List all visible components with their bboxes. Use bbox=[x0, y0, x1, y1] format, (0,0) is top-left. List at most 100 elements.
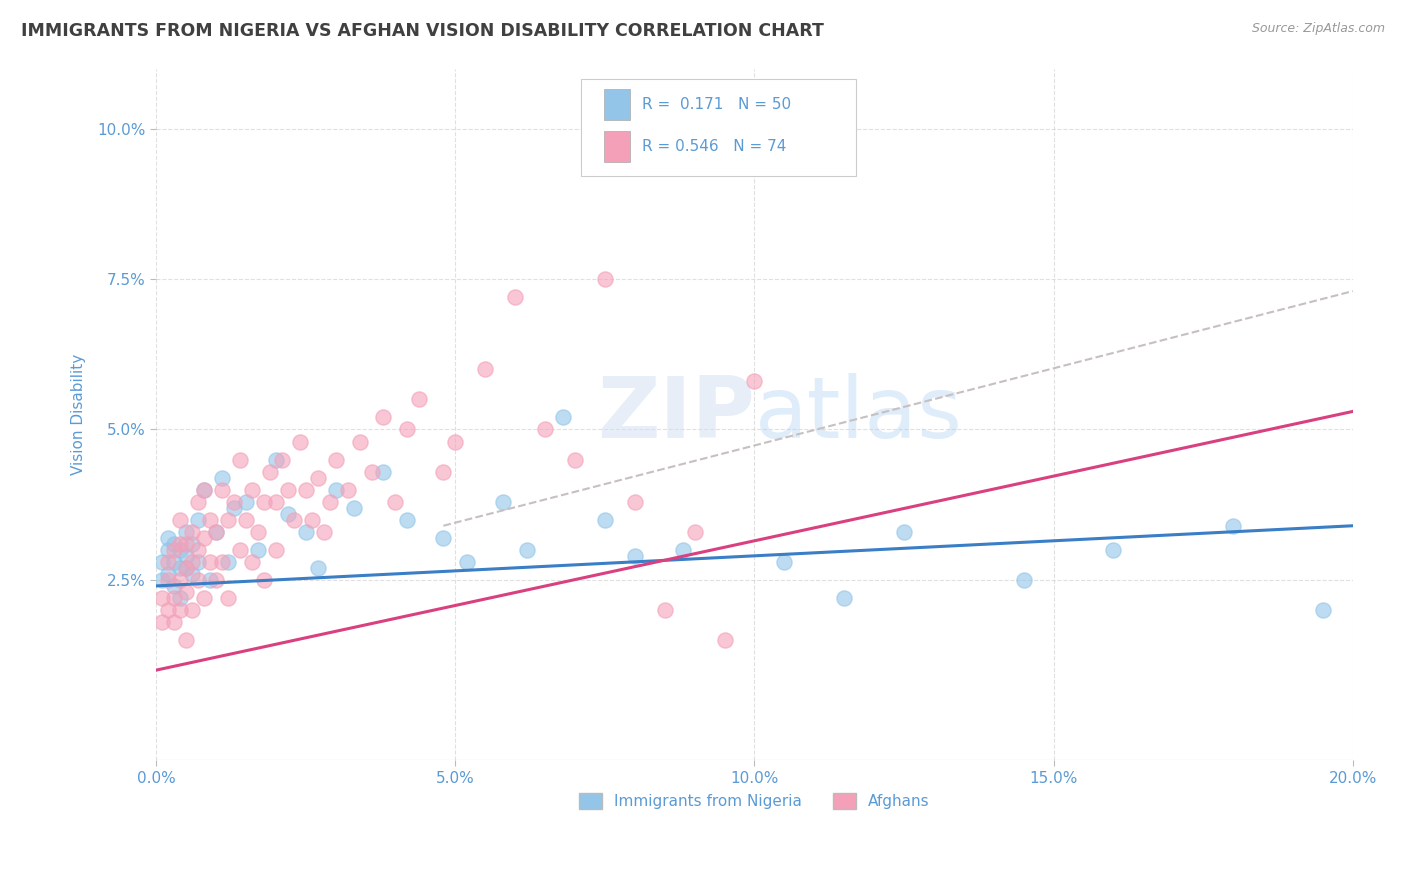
Point bbox=[193, 483, 215, 497]
Point bbox=[211, 555, 233, 569]
Point bbox=[174, 561, 197, 575]
Point bbox=[198, 513, 221, 527]
FancyBboxPatch shape bbox=[603, 89, 630, 120]
Point bbox=[593, 272, 616, 286]
Point bbox=[222, 500, 245, 515]
Point bbox=[373, 465, 395, 479]
Point bbox=[325, 452, 347, 467]
Point bbox=[174, 524, 197, 539]
Point bbox=[169, 513, 191, 527]
Point bbox=[150, 615, 173, 629]
Text: IMMIGRANTS FROM NIGERIA VS AFGHAN VISION DISABILITY CORRELATION CHART: IMMIGRANTS FROM NIGERIA VS AFGHAN VISION… bbox=[21, 22, 824, 40]
Point bbox=[163, 537, 186, 551]
Text: atlas: atlas bbox=[755, 373, 963, 456]
Point bbox=[593, 513, 616, 527]
Point bbox=[174, 561, 197, 575]
Legend: Immigrants from Nigeria, Afghans: Immigrants from Nigeria, Afghans bbox=[574, 787, 936, 815]
Point bbox=[169, 561, 191, 575]
Point bbox=[246, 524, 269, 539]
Point bbox=[205, 524, 228, 539]
Point bbox=[396, 422, 419, 436]
Point bbox=[169, 591, 191, 605]
Point bbox=[193, 531, 215, 545]
Point bbox=[253, 494, 276, 508]
Point bbox=[253, 573, 276, 587]
Point bbox=[198, 573, 221, 587]
Point bbox=[163, 615, 186, 629]
Point bbox=[246, 542, 269, 557]
Point bbox=[277, 507, 299, 521]
Point bbox=[474, 362, 496, 376]
Point bbox=[294, 483, 316, 497]
Point bbox=[187, 542, 209, 557]
Point bbox=[456, 555, 478, 569]
Point bbox=[773, 555, 796, 569]
Point bbox=[217, 513, 239, 527]
Point bbox=[672, 542, 695, 557]
Point bbox=[217, 591, 239, 605]
Point bbox=[283, 513, 305, 527]
Text: ZIP: ZIP bbox=[596, 373, 755, 456]
Point bbox=[181, 555, 204, 569]
Point bbox=[150, 573, 173, 587]
Point bbox=[163, 542, 186, 557]
Point bbox=[832, 591, 855, 605]
Text: R = 0.546   N = 74: R = 0.546 N = 74 bbox=[643, 139, 786, 153]
Point bbox=[373, 410, 395, 425]
Point bbox=[157, 603, 180, 617]
Point bbox=[1222, 518, 1244, 533]
Point bbox=[157, 531, 180, 545]
Point bbox=[198, 555, 221, 569]
Point bbox=[169, 603, 191, 617]
Point bbox=[683, 524, 706, 539]
Point bbox=[169, 542, 191, 557]
Point bbox=[503, 290, 526, 304]
Point bbox=[157, 573, 180, 587]
Point bbox=[157, 542, 180, 557]
Point bbox=[240, 483, 263, 497]
Point bbox=[1102, 542, 1125, 557]
Point bbox=[264, 452, 287, 467]
Point bbox=[349, 434, 371, 449]
Point bbox=[150, 555, 173, 569]
Point bbox=[408, 392, 430, 407]
Point bbox=[181, 603, 204, 617]
Point bbox=[360, 465, 382, 479]
Point bbox=[713, 633, 735, 648]
Point bbox=[193, 591, 215, 605]
Point bbox=[169, 537, 191, 551]
Point bbox=[534, 422, 557, 436]
Point bbox=[181, 537, 204, 551]
Point bbox=[174, 585, 197, 599]
Point bbox=[187, 494, 209, 508]
Point bbox=[325, 483, 347, 497]
Point bbox=[893, 524, 915, 539]
Point bbox=[205, 524, 228, 539]
FancyBboxPatch shape bbox=[581, 78, 856, 176]
Point bbox=[174, 633, 197, 648]
Point bbox=[294, 524, 316, 539]
Point bbox=[163, 591, 186, 605]
Point bbox=[623, 494, 645, 508]
Point bbox=[217, 555, 239, 569]
Y-axis label: Vision Disability: Vision Disability bbox=[72, 354, 86, 475]
Point bbox=[270, 452, 292, 467]
Point bbox=[174, 537, 197, 551]
Point bbox=[318, 494, 340, 508]
Point bbox=[157, 566, 180, 581]
Point bbox=[301, 513, 323, 527]
Point bbox=[516, 542, 538, 557]
Point bbox=[564, 452, 586, 467]
Point bbox=[312, 524, 335, 539]
Point bbox=[181, 566, 204, 581]
Point bbox=[187, 513, 209, 527]
Point bbox=[288, 434, 311, 449]
Point bbox=[342, 500, 364, 515]
Point bbox=[384, 494, 406, 508]
Point bbox=[744, 375, 766, 389]
Point bbox=[187, 555, 209, 569]
Text: R =  0.171   N = 50: R = 0.171 N = 50 bbox=[643, 97, 792, 112]
Point bbox=[1012, 573, 1035, 587]
Point bbox=[163, 555, 186, 569]
Point bbox=[193, 483, 215, 497]
